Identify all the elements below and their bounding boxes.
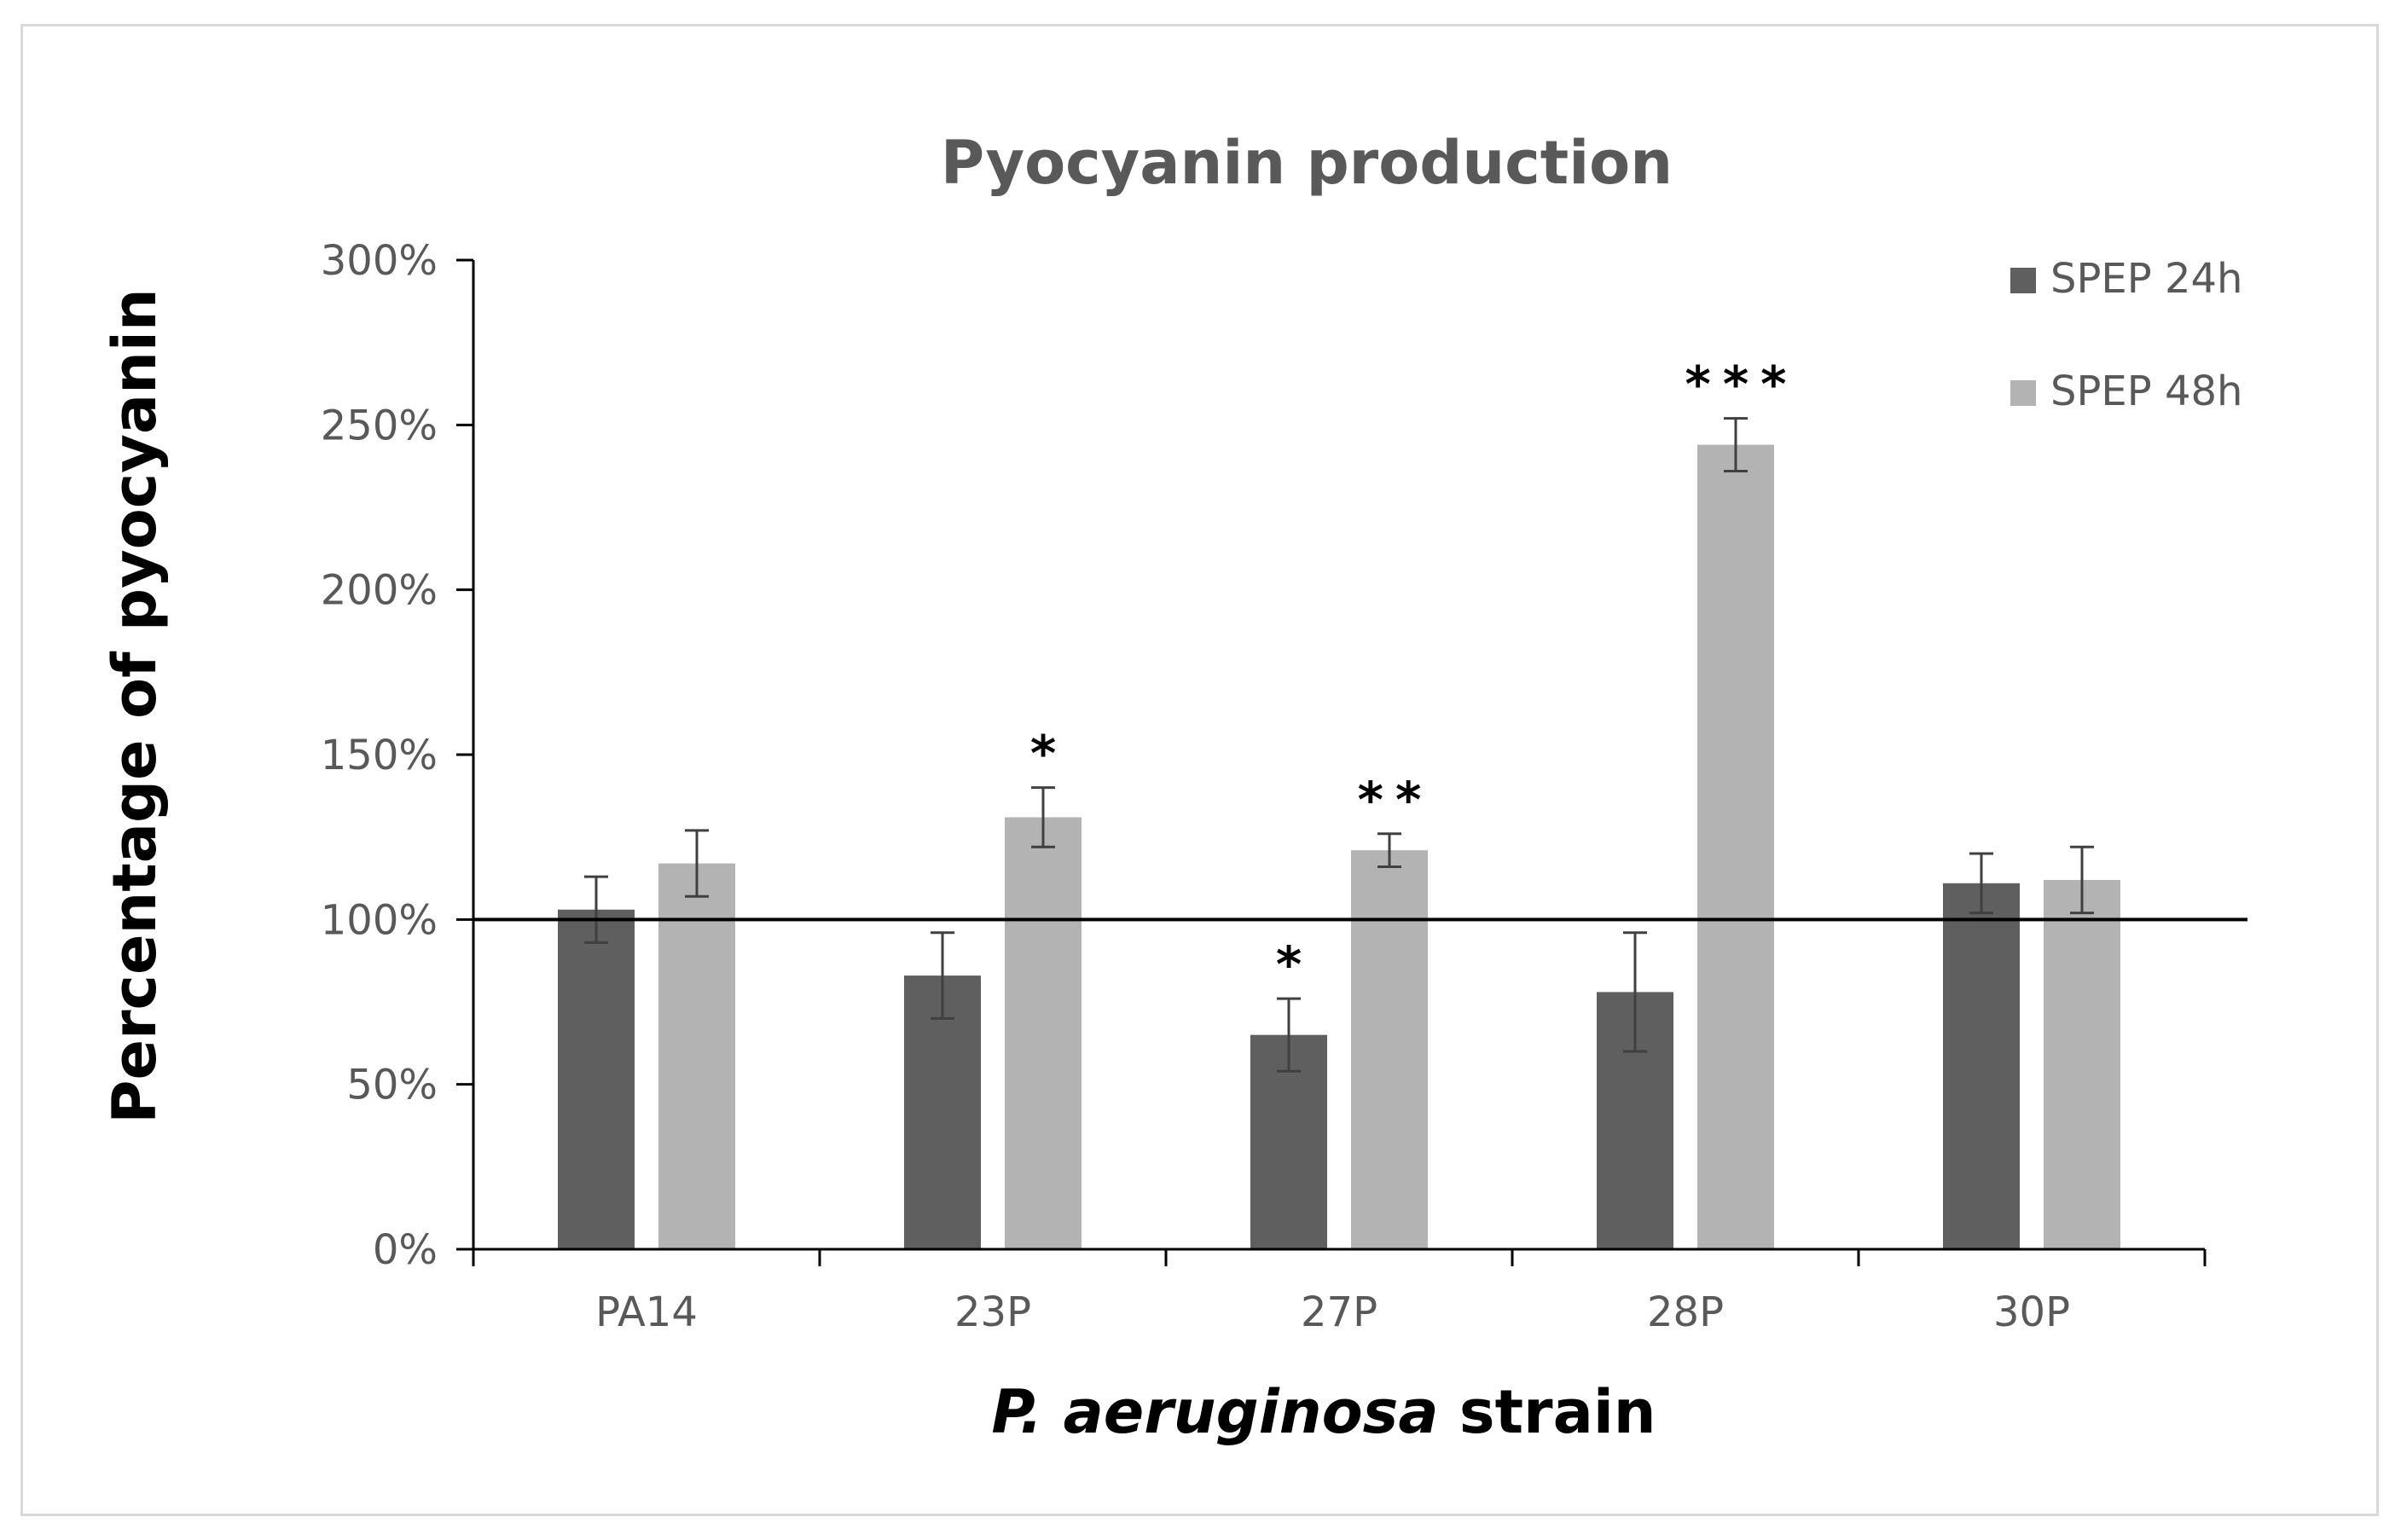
- x-axis-label-rest: strain: [1439, 1377, 1656, 1447]
- error-bars-group: [584, 417, 2094, 1073]
- y-axis-label: Percentage of pyocyanin: [100, 288, 170, 1124]
- significance-marker: ***: [1685, 356, 1799, 414]
- y-tick-label: 50%: [346, 1062, 438, 1109]
- y-tick-label: 0%: [373, 1226, 438, 1274]
- y-tick-label: 200%: [321, 567, 438, 615]
- legend-swatch-24h: [2010, 268, 2036, 293]
- y-tick-label: 250%: [321, 402, 438, 449]
- significance-markers: *******: [1030, 356, 1799, 994]
- legend-swatch-48h: [2010, 380, 2036, 406]
- x-axis-label: P. aeruginosa strain: [991, 1377, 1656, 1447]
- bar-23P-48h: [1005, 817, 1082, 1249]
- chart-frame: [20, 24, 2379, 1516]
- bar-PA14-24h: [558, 909, 635, 1249]
- y-axis-ticks: 0% 50% 100% 150% 200% 250% 300%: [321, 237, 473, 1274]
- x-tick-label: 27P: [1301, 1288, 1377, 1336]
- bar-27P-48h: [1351, 850, 1428, 1249]
- x-axis-ticks: PA14 23P 27P 28P 30P: [472, 1249, 2207, 1336]
- bar-PA14-48h: [658, 863, 735, 1249]
- legend-label-48h: SPEP 48h: [2050, 368, 2242, 415]
- bar-30P-24h: [1943, 883, 2020, 1249]
- bar-30P-48h: [2044, 879, 2120, 1249]
- x-tick-label: 30P: [1993, 1288, 2070, 1336]
- x-tick-label: PA14: [595, 1288, 698, 1336]
- y-tick-label: 150%: [321, 732, 438, 779]
- y-tick-label: 300%: [321, 237, 438, 285]
- legend: SPEP 24h SPEP 48h: [2010, 255, 2242, 415]
- chart-title: Pyocyanin production: [941, 128, 1673, 198]
- significance-marker: *: [1030, 725, 1068, 783]
- y-tick-label: 100%: [321, 896, 438, 944]
- axes-group: [472, 260, 2247, 1251]
- x-tick-label: 23P: [954, 1288, 1031, 1336]
- bar-28P-48h: [1697, 444, 1774, 1249]
- bars-group: [558, 444, 2120, 1249]
- significance-marker: **: [1358, 771, 1434, 829]
- significance-marker: *: [1276, 935, 1314, 993]
- legend-label-24h: SPEP 24h: [2050, 255, 2242, 303]
- x-tick-label: 28P: [1647, 1288, 1724, 1336]
- x-axis-label-species: P. aeruginosa: [991, 1377, 1438, 1447]
- bar-23P-24h: [904, 976, 981, 1249]
